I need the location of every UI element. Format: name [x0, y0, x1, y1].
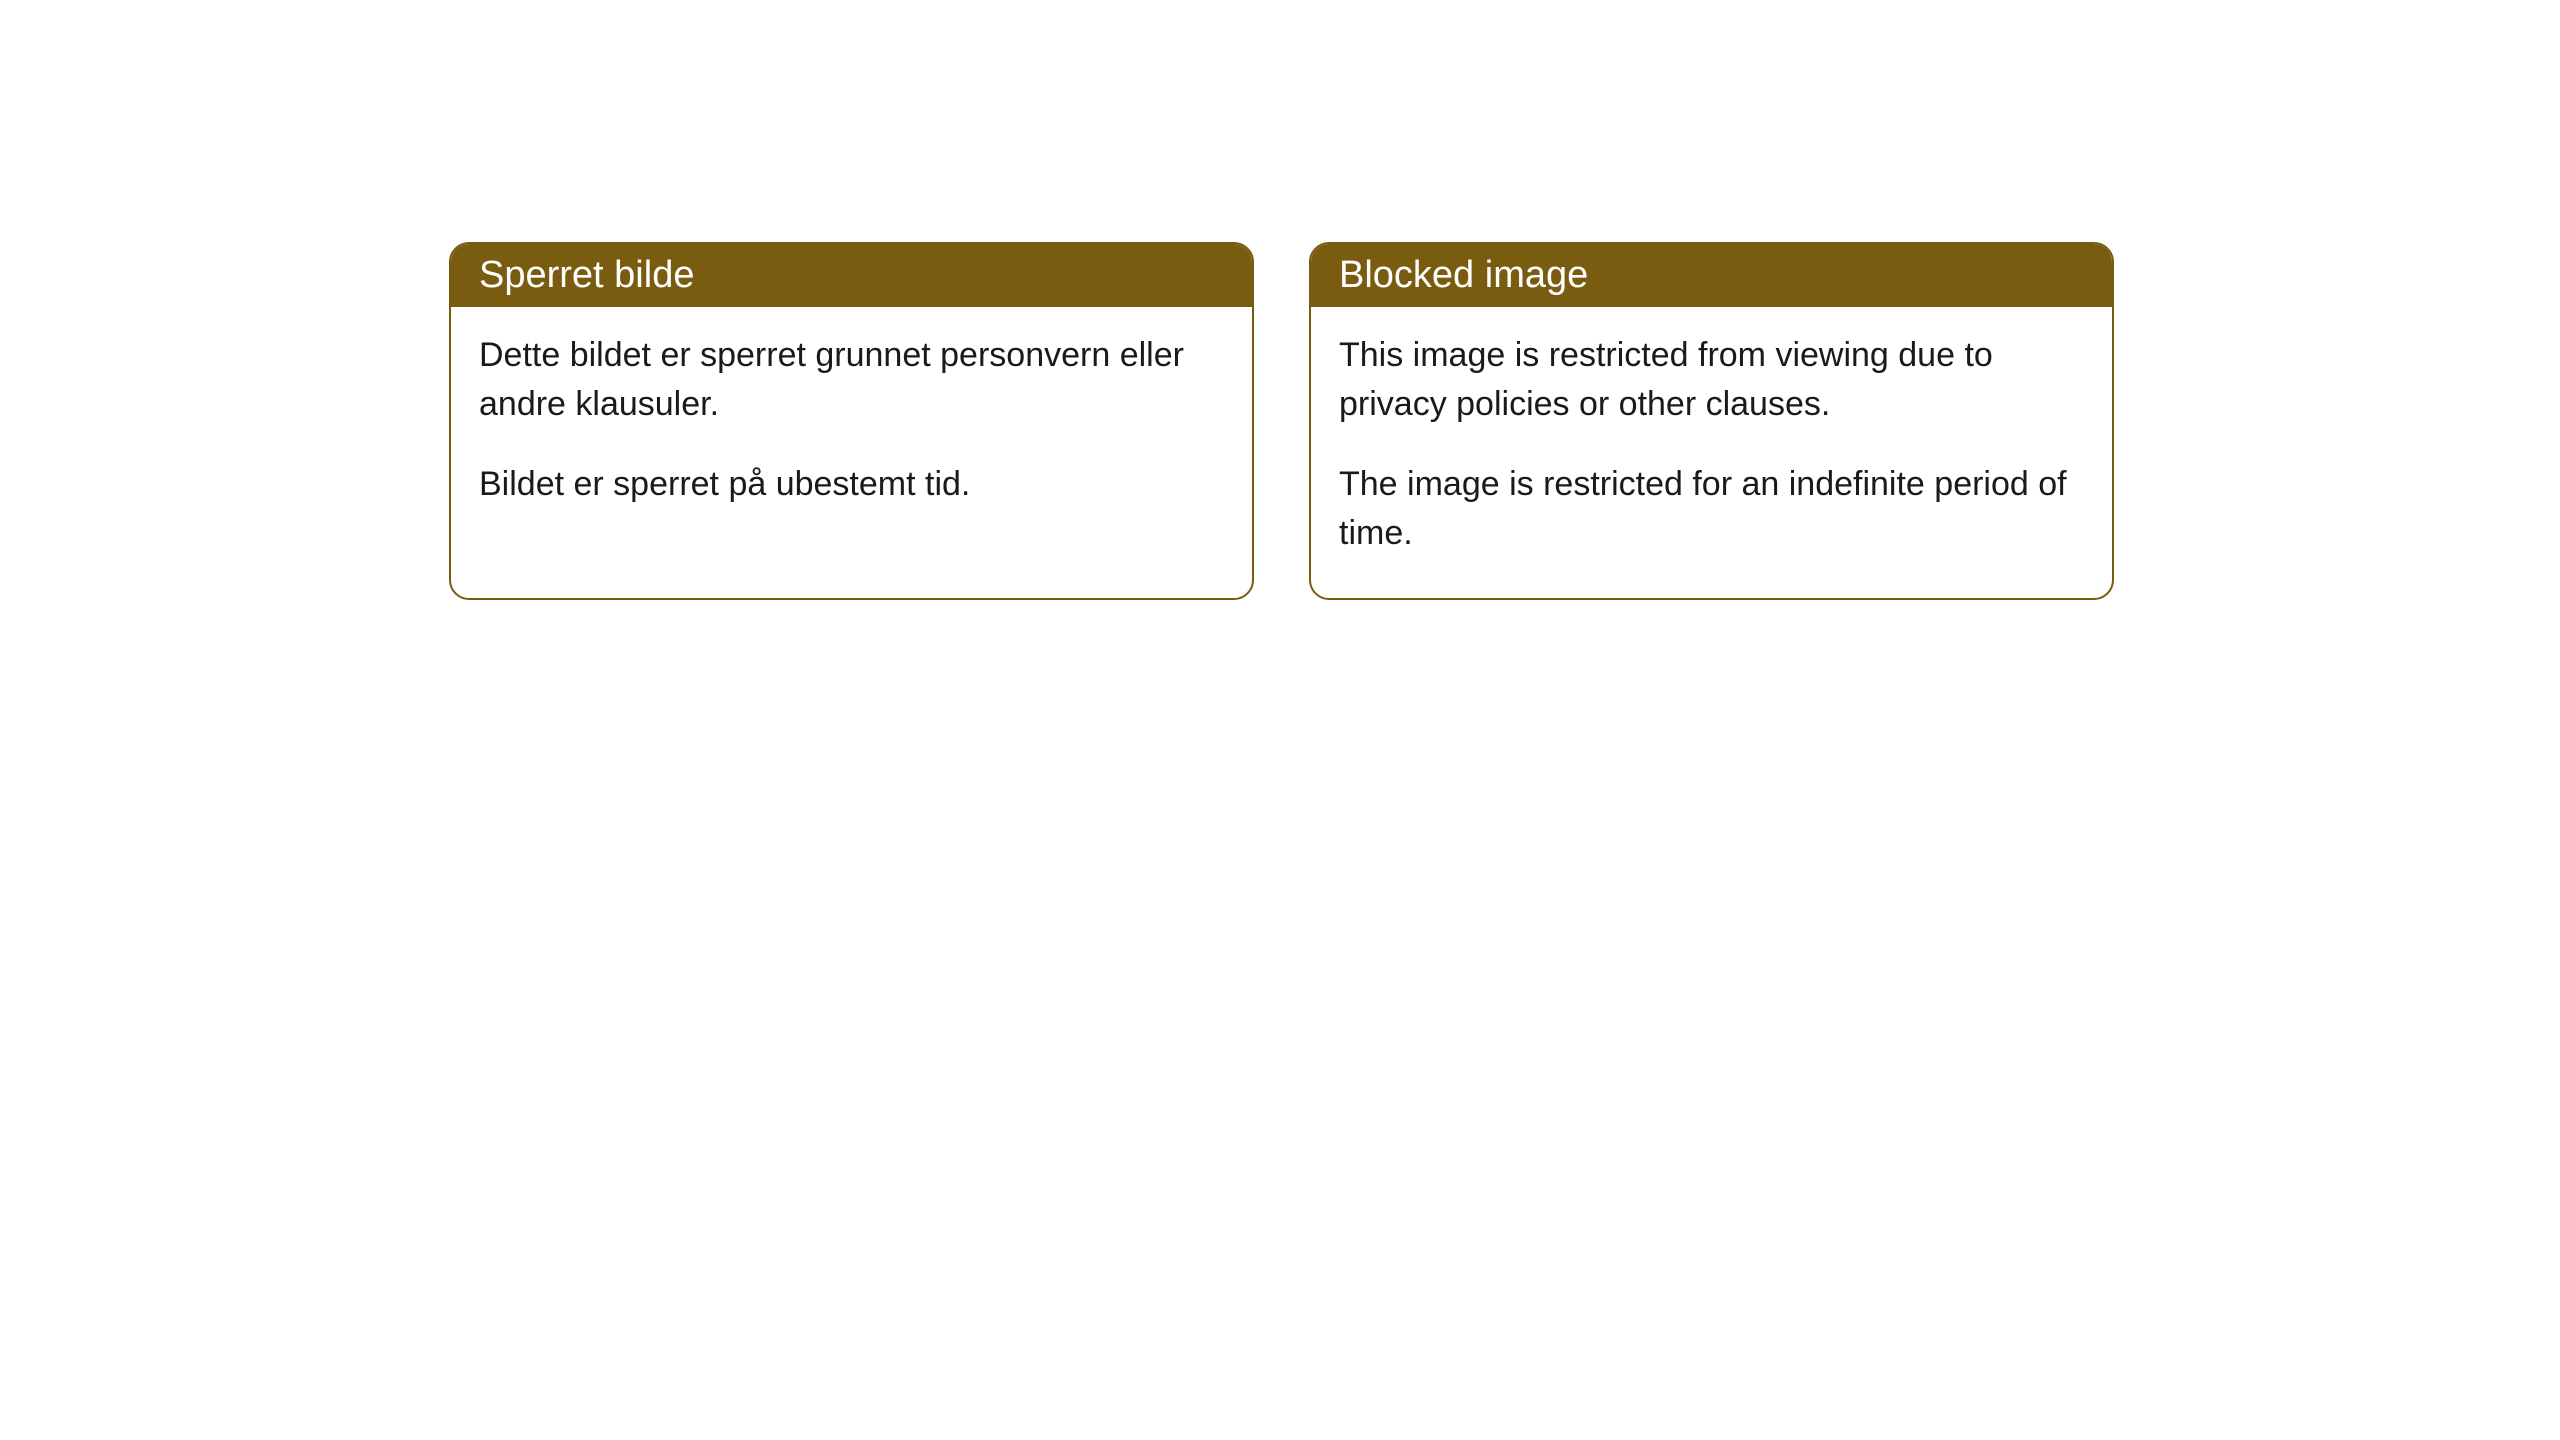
card-header: Sperret bilde: [451, 244, 1252, 307]
card-body: Dette bildet er sperret grunnet personve…: [451, 307, 1252, 549]
notice-cards-container: Sperret bilde Dette bildet er sperret gr…: [449, 242, 2114, 600]
card-paragraph: Bildet er sperret på ubestemt tid.: [479, 460, 1224, 509]
blocked-image-card-english: Blocked image This image is restricted f…: [1309, 242, 2114, 600]
card-header: Blocked image: [1311, 244, 2112, 307]
card-paragraph: This image is restricted from viewing du…: [1339, 331, 2084, 430]
card-title: Sperret bilde: [479, 254, 694, 296]
card-paragraph: Dette bildet er sperret grunnet personve…: [479, 331, 1224, 430]
card-paragraph: The image is restricted for an indefinit…: [1339, 460, 2084, 559]
blocked-image-card-norwegian: Sperret bilde Dette bildet er sperret gr…: [449, 242, 1254, 600]
card-title: Blocked image: [1339, 254, 1588, 296]
card-body: This image is restricted from viewing du…: [1311, 307, 2112, 598]
